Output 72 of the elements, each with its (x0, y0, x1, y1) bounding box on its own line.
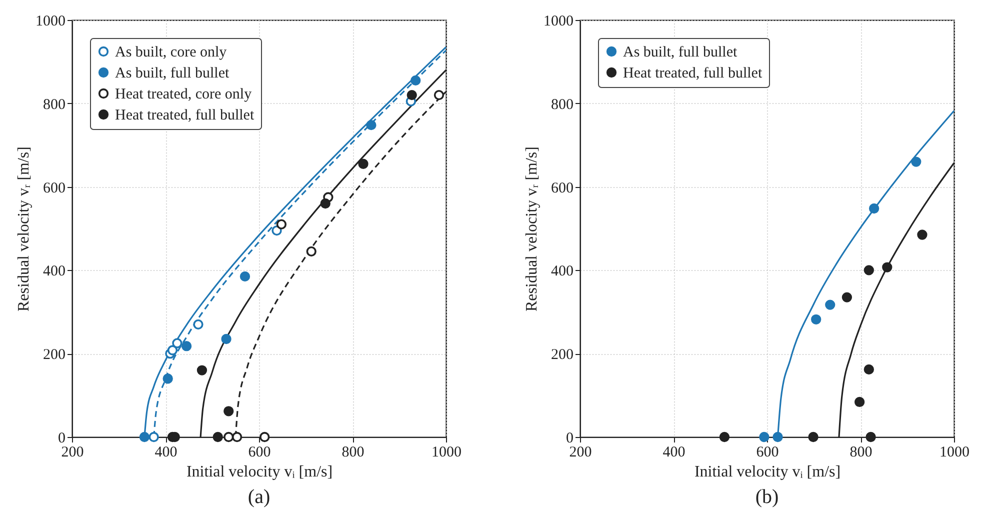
y-tick-label: 0 (58, 430, 66, 446)
point (410, 75, 421, 86)
x-tick-label: 600 (756, 444, 779, 460)
point (172, 338, 182, 348)
y-tick-label: 800 (551, 96, 574, 113)
y-tick-label: 400 (43, 264, 66, 280)
x-tick-label: 800 (342, 444, 364, 460)
point (868, 203, 880, 214)
point (866, 432, 876, 442)
point (882, 262, 892, 272)
point (808, 432, 818, 442)
point (224, 432, 234, 442)
x-axis-title: Initial velocity vᵢ [m/s] (186, 464, 333, 480)
y-tick-label: 200 (551, 347, 574, 364)
x-tick-label: 600 (248, 444, 271, 460)
point (917, 230, 928, 240)
y-tick-label: 0 (566, 430, 574, 446)
y-tick-label: 600 (43, 180, 66, 196)
y-tick-label: 200 (43, 347, 66, 364)
x-tick-label: 400 (662, 444, 686, 460)
x-tick-label: 200 (61, 444, 84, 460)
point (306, 246, 316, 257)
x-tick-label: 400 (154, 444, 178, 460)
point (224, 406, 234, 416)
point (825, 300, 836, 310)
x-axis-title: Initial velocity vᵢ [m/s] (694, 464, 841, 480)
point (854, 396, 865, 408)
point (232, 432, 242, 442)
x-tick-label: 1000 (432, 444, 462, 460)
point (196, 365, 208, 376)
point (366, 120, 376, 130)
y-tick-label: 800 (43, 96, 66, 113)
point (240, 271, 250, 282)
text: (a) (248, 486, 270, 508)
point (148, 432, 159, 442)
y-tick-label: 400 (551, 264, 574, 280)
text: (b) (755, 486, 779, 508)
legend-label: Heat treated, full bullet (115, 108, 255, 124)
point (864, 265, 874, 276)
point (167, 345, 178, 356)
point (181, 341, 192, 352)
x-tick-label: 200 (569, 444, 592, 460)
y-tick-label: 600 (551, 180, 574, 196)
point (772, 432, 783, 442)
point (719, 432, 730, 442)
point (811, 314, 822, 324)
point (276, 219, 287, 230)
legend-label: As built, full bullet (623, 44, 738, 60)
point (162, 374, 173, 384)
point (193, 319, 204, 330)
point (759, 432, 770, 442)
x-tick-label: 1000 (940, 444, 970, 460)
point (320, 198, 330, 209)
point (864, 364, 874, 375)
y-tick-label: 1000 (36, 14, 66, 30)
legend-label: Heat treated, core only (115, 86, 252, 102)
point (911, 156, 922, 167)
y-axis-title: Residual velocity vᵣ [m/s] (16, 146, 32, 312)
point (842, 292, 852, 302)
x-tick-label: 800 (850, 444, 872, 460)
legend-label: As built, core only (115, 44, 228, 60)
legend-label: Heat treated, full bullet (623, 66, 763, 82)
y-axis-title: Residual velocity vᵣ [m/s] (524, 146, 540, 312)
legend-label: As built, full bullet (115, 66, 230, 82)
point (358, 158, 368, 169)
point (221, 334, 232, 344)
point (434, 90, 444, 100)
point (139, 432, 150, 442)
point (212, 432, 223, 442)
point (260, 432, 270, 442)
point (406, 90, 417, 100)
y-tick-label: 1000 (544, 14, 574, 30)
